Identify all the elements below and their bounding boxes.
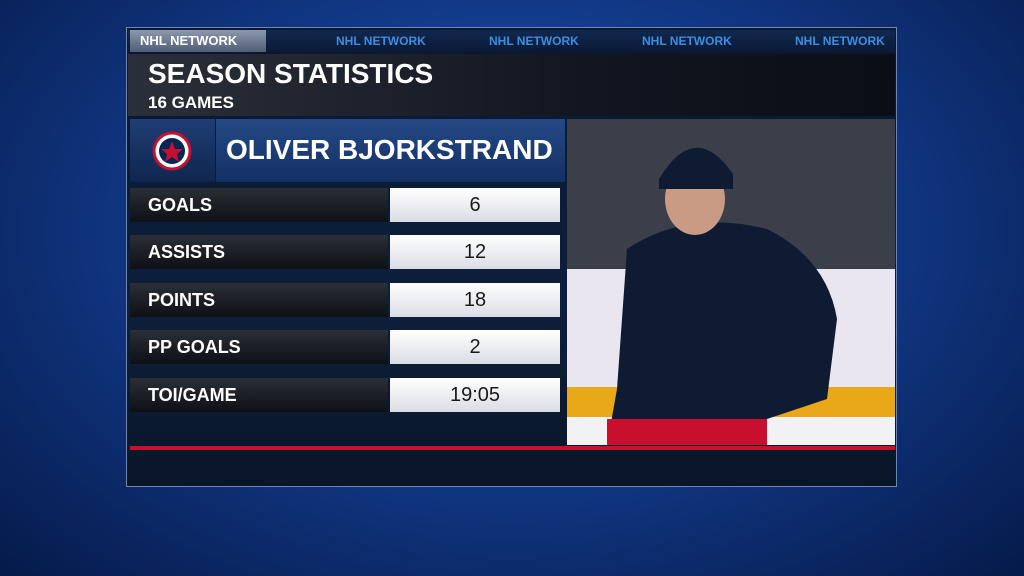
- network-logo: NHL NETWORK: [130, 30, 266, 52]
- accent-line: [130, 446, 895, 450]
- player-name: OLIVER BJORKSTRAND: [226, 134, 553, 165]
- subtitle: 16 GAMES: [148, 93, 234, 112]
- stat-value: 12: [390, 235, 560, 269]
- title: SEASON STATISTICS: [148, 58, 434, 89]
- stat-label: POINTS: [130, 283, 388, 317]
- stat-label: GOALS: [130, 188, 388, 222]
- stat-label: TOI/GAME: [130, 378, 388, 412]
- stat-label: PP GOALS: [130, 330, 388, 364]
- ticker-item: NHL NETWORK: [489, 34, 579, 48]
- stat-value: 6: [390, 188, 560, 222]
- team-logo: [130, 119, 215, 182]
- ticker-item: NHL NETWORK: [795, 34, 885, 48]
- name-bar: [216, 119, 565, 182]
- stat-value: 2: [390, 330, 560, 364]
- player-photo: [567, 119, 895, 445]
- stat-value: 19:05: [390, 378, 560, 412]
- photo-art: [567, 119, 895, 445]
- ticker-bar: NHL NETWORK NHL NETWORK NHL NETWORK NHL NET…: [128, 30, 895, 52]
- stat-label: ASSISTS: [130, 235, 388, 269]
- team-logo-icon: [152, 131, 192, 171]
- title-bar: [128, 54, 895, 116]
- stat-value: 18: [390, 283, 560, 317]
- ticker-item: NHL NETWORK: [642, 34, 732, 48]
- ticker-item: NHL NETWORK: [336, 34, 426, 48]
